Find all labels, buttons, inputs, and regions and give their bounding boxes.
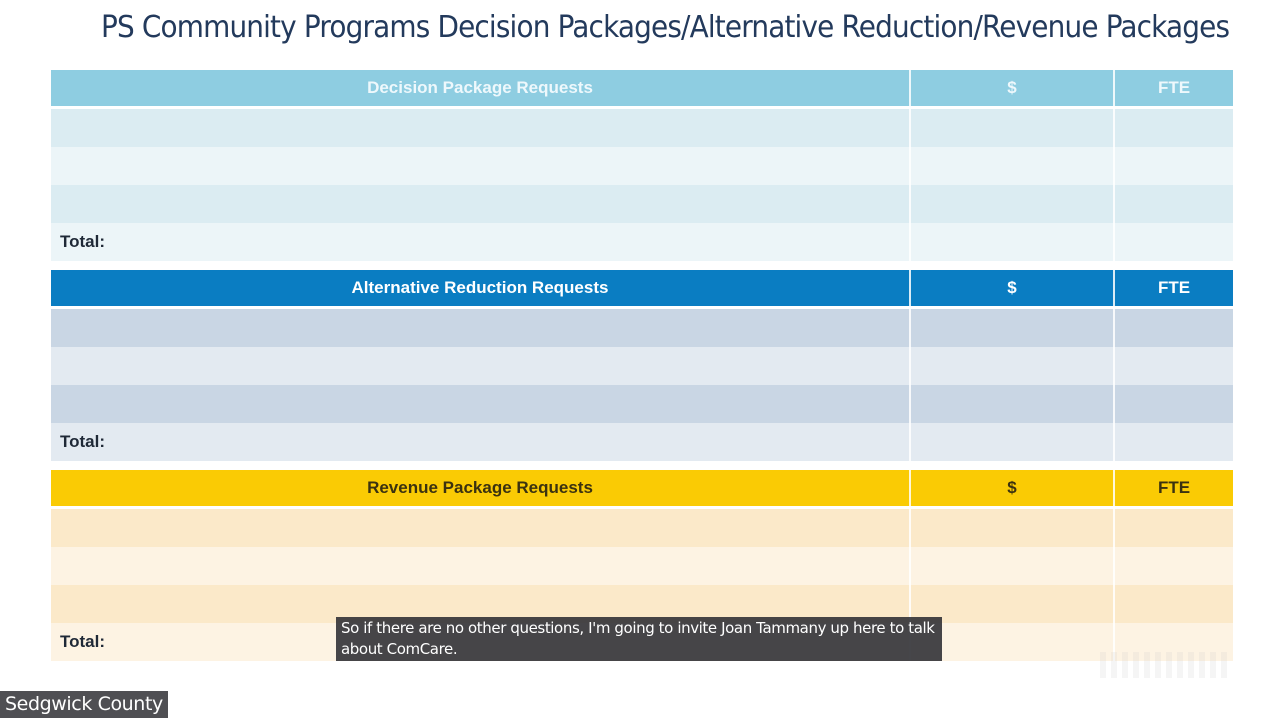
total-label: Total: bbox=[51, 223, 911, 261]
row-fte bbox=[1115, 109, 1233, 147]
decision-package-table: Decision Package Requests $ FTE Total: bbox=[51, 70, 1233, 261]
alternative-reduction-table: Alternative Reduction Requests $ FTE Tot… bbox=[51, 270, 1233, 461]
total-label: Total: bbox=[51, 423, 911, 461]
row-amount bbox=[911, 147, 1115, 185]
total-fte bbox=[1115, 223, 1233, 261]
header-fte: FTE bbox=[1115, 270, 1233, 306]
row-fte bbox=[1115, 509, 1233, 547]
row-amount bbox=[911, 509, 1115, 547]
row-label bbox=[51, 547, 911, 585]
row-fte bbox=[1115, 309, 1233, 347]
revenue-package-table: Revenue Package Requests $ FTE Total: bbox=[51, 470, 1233, 661]
header-amount: $ bbox=[911, 270, 1115, 306]
row-label bbox=[51, 347, 911, 385]
row-label bbox=[51, 385, 911, 423]
row-label bbox=[51, 185, 911, 223]
total-amount bbox=[911, 223, 1115, 261]
closed-caption: So if there are no other questions, I'm … bbox=[336, 617, 942, 661]
row-fte bbox=[1115, 185, 1233, 223]
header-label: Revenue Package Requests bbox=[51, 470, 911, 506]
total-fte bbox=[1115, 623, 1233, 661]
row-amount bbox=[911, 385, 1115, 423]
header-label: Alternative Reduction Requests bbox=[51, 270, 911, 306]
row-amount bbox=[911, 585, 1115, 623]
row-fte bbox=[1115, 347, 1233, 385]
row-amount bbox=[911, 109, 1115, 147]
total-amount bbox=[911, 623, 1115, 661]
slide-title: PS Community Programs Decision Packages/… bbox=[101, 10, 1230, 45]
row-fte bbox=[1115, 547, 1233, 585]
row-fte bbox=[1115, 385, 1233, 423]
header-fte: FTE bbox=[1115, 470, 1233, 506]
row-amount bbox=[911, 347, 1115, 385]
row-amount bbox=[911, 185, 1115, 223]
row-amount bbox=[911, 547, 1115, 585]
row-label bbox=[51, 309, 911, 347]
header-amount: $ bbox=[911, 470, 1115, 506]
channel-name-tag: Sedgwick County bbox=[0, 691, 168, 718]
total-amount bbox=[911, 423, 1115, 461]
header-label: Decision Package Requests bbox=[51, 70, 911, 106]
row-amount bbox=[911, 309, 1115, 347]
row-label bbox=[51, 147, 911, 185]
row-fte bbox=[1115, 147, 1233, 185]
faded-watermark bbox=[1100, 652, 1230, 678]
header-amount: $ bbox=[911, 70, 1115, 106]
total-fte bbox=[1115, 423, 1233, 461]
row-label bbox=[51, 109, 911, 147]
row-label bbox=[51, 585, 911, 623]
header-fte: FTE bbox=[1115, 70, 1233, 106]
row-label bbox=[51, 509, 911, 547]
row-fte bbox=[1115, 585, 1233, 623]
